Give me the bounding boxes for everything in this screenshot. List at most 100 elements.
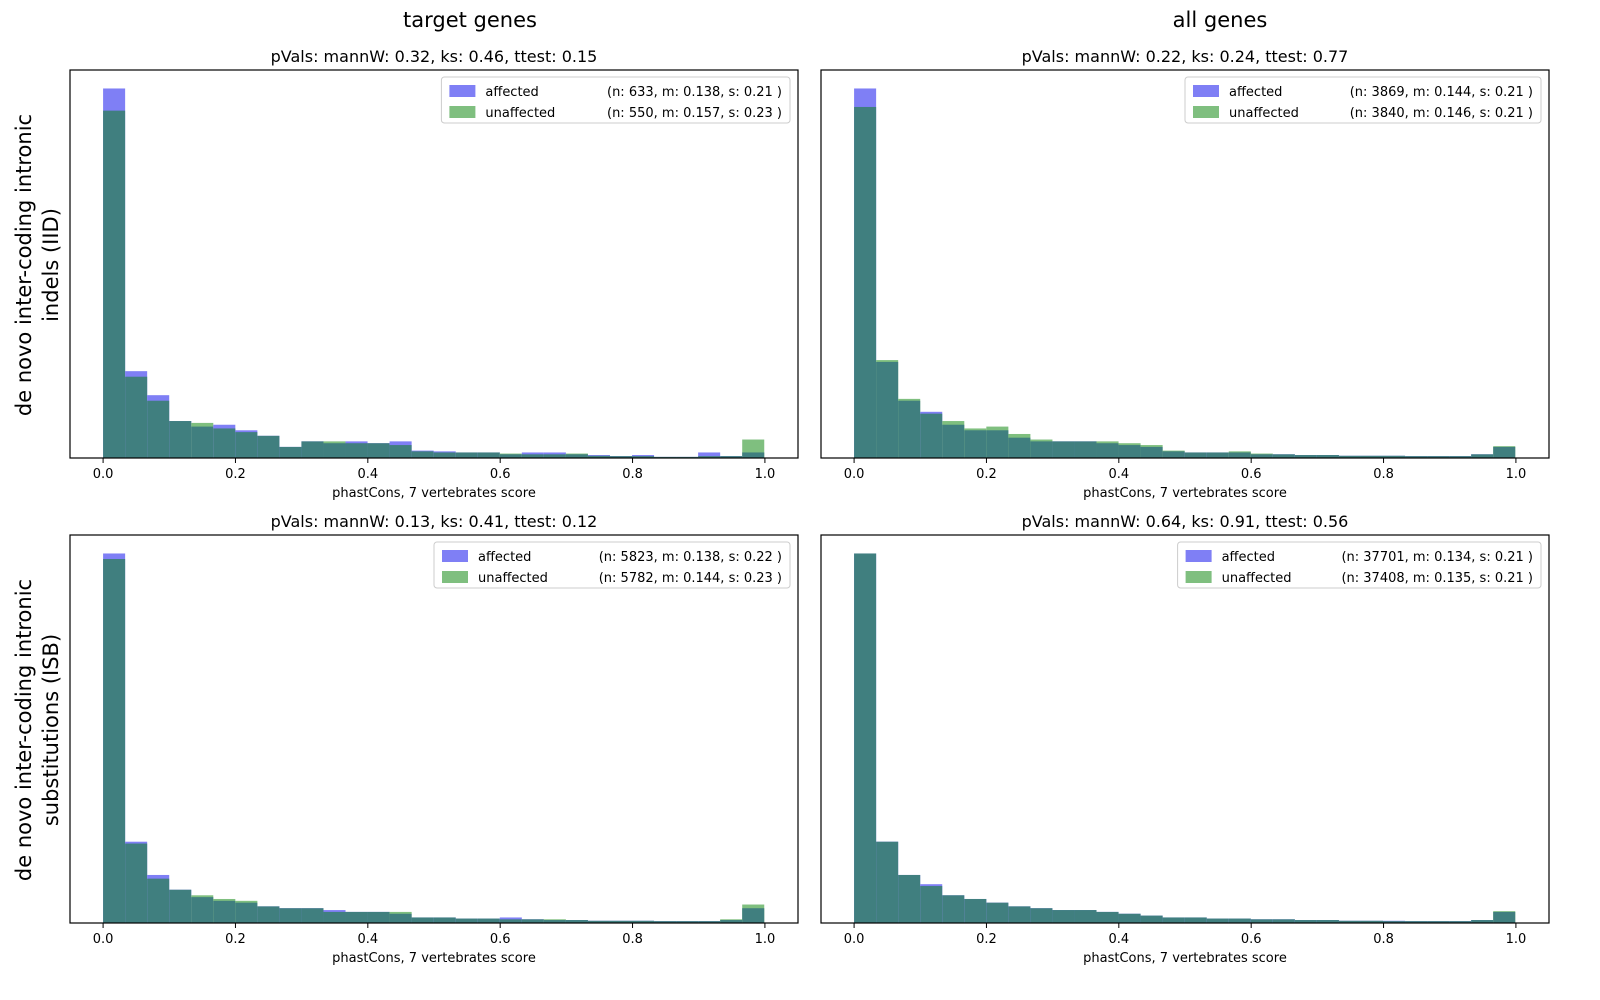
x-tick-label: 0.2 [225, 467, 246, 482]
bar-overlap-bin-29 [720, 920, 743, 923]
bar-overlap-bin-28 [1449, 921, 1472, 923]
bar-overlap-bin-30 [742, 452, 765, 458]
bar-overlap-bin-17 [455, 452, 478, 458]
legend-stats-unaffected: (n: 550, m: 0.157, s: 0.23 ) [607, 106, 782, 121]
bar-overlap-bin-9 [279, 446, 302, 458]
bar-overlap-bin-4 [169, 421, 192, 458]
bar-overlap-bin-13 [1118, 913, 1141, 923]
panel-title: pVals: mannW: 0.64, ks: 0.91, ttest: 0.5… [1022, 512, 1349, 531]
bar-overlap-bin-29 [1471, 454, 1494, 458]
bar-overlap-bin-9 [1030, 441, 1053, 458]
legend: affected (n: 3869, m: 0.144, s: 0.21 ) una… [1184, 76, 1542, 124]
bar-overlap-bin-6 [964, 898, 987, 923]
x-tick-label: 1.0 [1506, 467, 1527, 482]
bar-overlap-bin-4 [920, 413, 943, 458]
histogram-panel-1: pVals: mannW: 0.32, ks: 0.46, ttest: 0.1… [69, 47, 799, 501]
bar-overlap-bin-28 [1449, 456, 1472, 458]
bar-overlap-bin-10 [1052, 910, 1075, 923]
bar-overlap-bin-17 [1206, 452, 1229, 458]
bar-overlap-bin-14 [389, 445, 412, 458]
bar-overlap-bin-27 [1427, 921, 1450, 923]
legend-label-affected: affected [485, 85, 538, 100]
bar-overlap-bin-26 [1405, 921, 1428, 923]
bar-overlap-bin-4 [920, 886, 943, 923]
bar-overlap-bin-29 [720, 456, 743, 458]
legend-box [433, 541, 791, 589]
bar-overlap-bin-9 [1030, 908, 1053, 923]
bar-overlap-bin-18 [477, 918, 500, 923]
histogram-panel-3: pVals: mannW: 0.13, ks: 0.41, ttest: 0.1… [69, 512, 799, 966]
bar-overlap-bin-15 [411, 451, 434, 458]
bar-overlap-bin-27 [676, 921, 699, 923]
bar-overlap-bin-3 [147, 878, 170, 923]
legend-box [440, 76, 791, 124]
legend-stats-affected: (n: 3869, m: 0.144, s: 0.21 ) [1350, 85, 1533, 100]
bar-overlap-bin-3 [147, 400, 170, 458]
bar-overlap-bin-13 [367, 911, 390, 923]
x-axis-label: phastCons, 7 vertebrates score [1083, 951, 1287, 966]
bar-overlap-bin-9 [279, 908, 302, 923]
bar-overlap-bin-10 [301, 441, 324, 458]
bar-overlap-bin-6 [213, 428, 236, 458]
x-tick-label: 0.0 [844, 467, 865, 482]
bar-overlap-bin-17 [455, 918, 478, 923]
x-tick-label: 0.2 [976, 932, 997, 947]
bar-overlap-bin-25 [632, 456, 655, 458]
bar-overlap-bin-18 [1228, 452, 1251, 458]
bar-overlap-bin-11 [323, 443, 346, 458]
bar-overlap-bin-23 [587, 920, 610, 923]
bar-overlap-bin-3 [898, 874, 921, 923]
x-tick-label: 0.2 [225, 932, 246, 947]
x-tick-label: 1.0 [1506, 932, 1527, 947]
legend-box [1177, 541, 1542, 589]
bar-overlap-bin-5 [942, 424, 965, 458]
legend-stats-unaffected: (n: 3840, m: 0.146, s: 0.21 ) [1350, 106, 1533, 121]
bar-overlap-bin-11 [1074, 910, 1097, 923]
x-tick-label: 0.0 [93, 932, 114, 947]
axes-frame [69, 69, 799, 459]
legend-box [1184, 76, 1542, 124]
bar-overlap-bin-14 [1140, 915, 1163, 923]
x-tick-label: 0.8 [622, 467, 643, 482]
bar-overlap-bin-30 [1493, 911, 1516, 923]
bar-overlap-bin-19 [1250, 454, 1273, 458]
x-axis-label: phastCons, 7 vertebrates score [332, 486, 536, 501]
bar-overlap-bin-12 [345, 911, 368, 923]
bar-overlap-bin-15 [1162, 451, 1185, 458]
x-tick-label: 0.6 [490, 467, 511, 482]
axes-frame [820, 69, 1550, 459]
legend-label-unaffected: unaffected [1222, 571, 1292, 586]
bar-overlap-bin-7 [986, 902, 1009, 923]
bar-overlap-bin-14 [1140, 446, 1163, 458]
bar-overlap-bin-17 [1206, 918, 1229, 923]
bar-overlap-bin-1 [854, 553, 877, 923]
bar-overlap-bin-19 [499, 454, 522, 458]
x-axis-label: phastCons, 7 vertebrates score [1083, 486, 1287, 501]
x-tick-label: 0.4 [357, 932, 378, 947]
bar-overlap-bin-12 [345, 443, 368, 458]
bar-overlap-bin-7 [235, 902, 258, 923]
legend-swatch-affected [1193, 85, 1219, 97]
bar-overlap-bin-18 [1228, 918, 1251, 923]
bar-overlap-bin-28 [698, 456, 721, 458]
legend-label-affected: affected [1222, 550, 1275, 565]
bar-overlap-bin-20 [1272, 454, 1295, 458]
panel-title: pVals: mannW: 0.32, ks: 0.46, ttest: 0.1… [271, 47, 598, 66]
bar-overlap-bin-26 [654, 921, 677, 923]
x-tick-label: 0.8 [1373, 932, 1394, 947]
bar-overlap-bin-13 [367, 443, 390, 458]
bar-overlap-bin-22 [565, 920, 588, 923]
x-tick-label: 0.8 [622, 932, 643, 947]
x-tick-label: 0.6 [1241, 932, 1262, 947]
legend-label-unaffected: unaffected [1229, 106, 1299, 121]
legend-label-unaffected: unaffected [485, 106, 555, 121]
legend-swatch-affected [442, 550, 468, 562]
bar-overlap-bin-16 [433, 452, 456, 458]
bar-overlap-bin-25 [1383, 455, 1406, 458]
legend: affected (n: 37701, m: 0.134, s: 0.21 ) un… [1177, 541, 1542, 589]
bar-overlap-bin-8 [1008, 906, 1031, 923]
bar-overlap-bin-11 [323, 911, 346, 923]
legend-swatch-affected [449, 85, 476, 97]
bar-overlap-bin-2 [125, 843, 148, 923]
